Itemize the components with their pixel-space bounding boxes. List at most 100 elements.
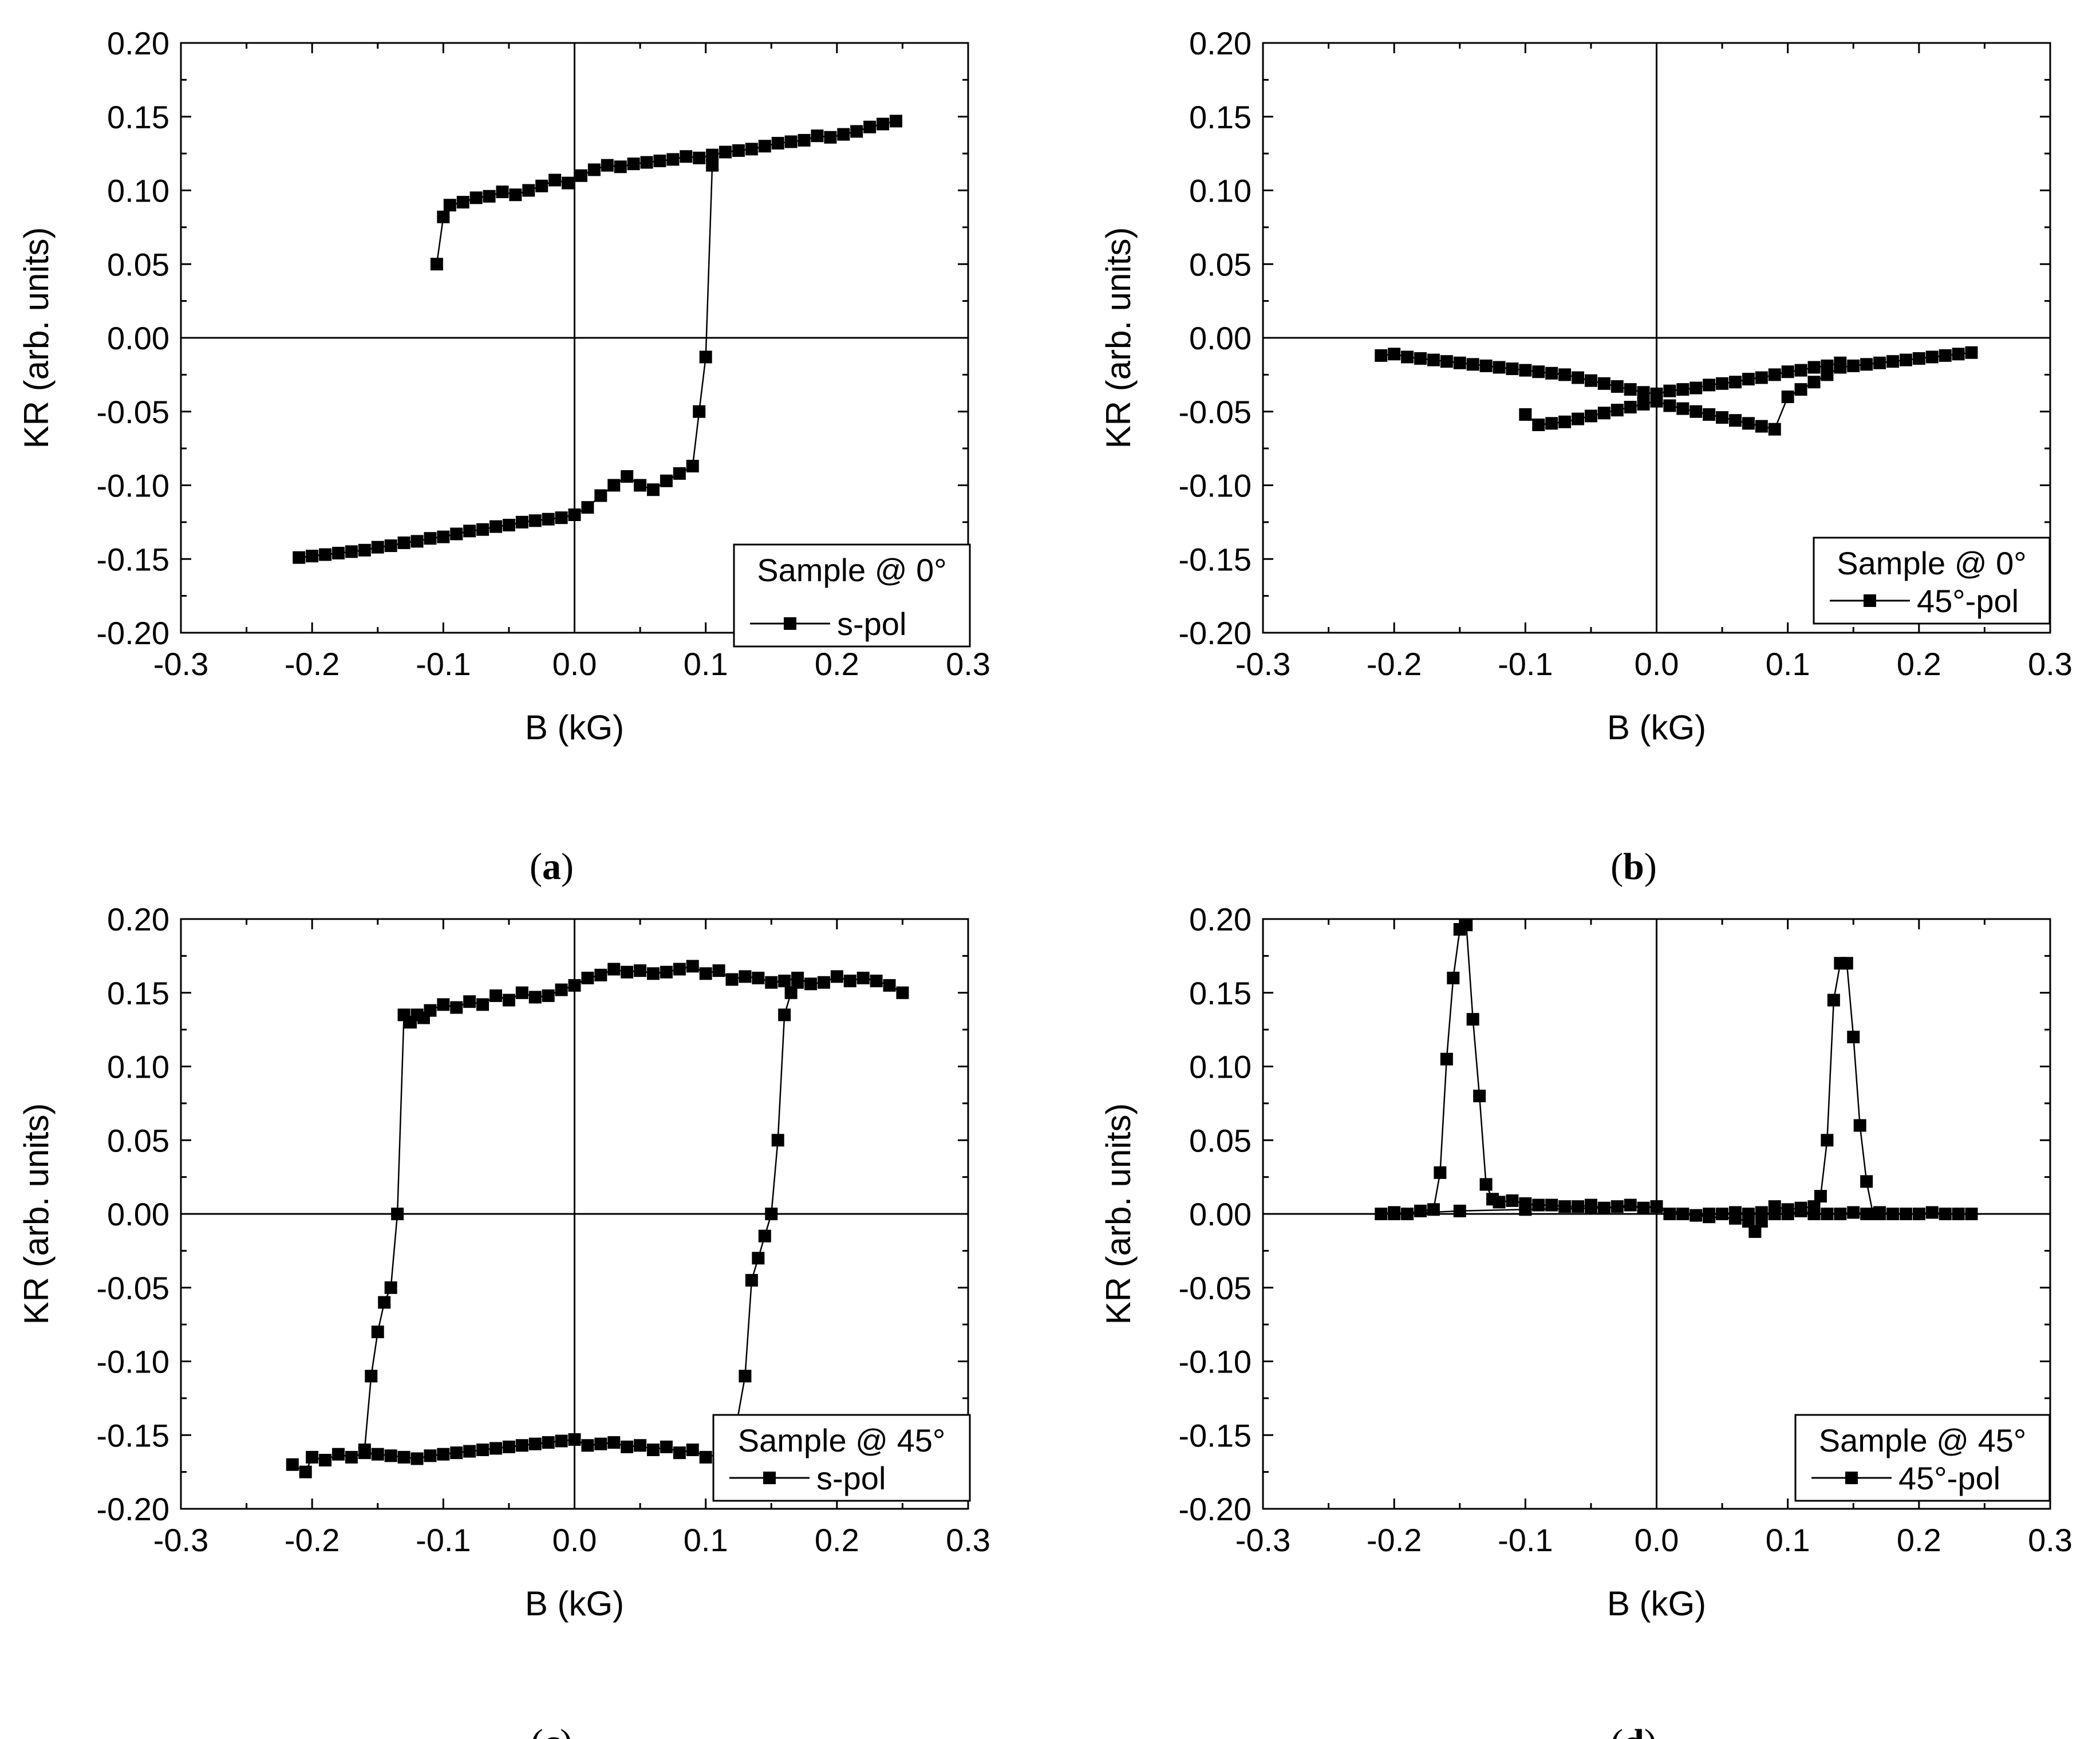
- data-point: [607, 1436, 621, 1449]
- data-point: [1821, 359, 1834, 372]
- data-point: [1703, 408, 1716, 421]
- data-point: [1886, 355, 1899, 368]
- data-point: [1860, 1175, 1873, 1188]
- data-point: [1427, 353, 1440, 366]
- data-point: [1506, 1194, 1519, 1207]
- data-point: [319, 548, 332, 561]
- y-tick-label: 0.00: [1189, 1196, 1252, 1232]
- legend-box: [733, 543, 971, 648]
- data-point: [693, 405, 706, 418]
- data-point: [1847, 1206, 1860, 1219]
- x-axis-label: B (kG): [525, 1584, 624, 1623]
- x-tick-label: -0.1: [1498, 646, 1553, 682]
- data-point: [634, 964, 647, 977]
- data-area: [1375, 919, 1978, 1238]
- data-point: [1610, 380, 1624, 393]
- data-point: [1939, 1208, 1952, 1220]
- data-point: [594, 1437, 607, 1450]
- data-point: [345, 1450, 358, 1464]
- data-point: [1532, 365, 1545, 378]
- legend-entry: 45°-pol: [1898, 1460, 2000, 1496]
- data-point: [306, 550, 319, 563]
- legend-marker: [1864, 594, 1876, 607]
- legend: Sample @ 0° s-pol: [733, 543, 971, 648]
- y-tick-label: 0.10: [107, 1049, 169, 1085]
- data-point: [1768, 423, 1781, 436]
- x-tick-label: 0.1: [1766, 646, 1810, 682]
- data-point: [542, 1436, 555, 1449]
- data-point: [1748, 1225, 1762, 1238]
- legend-marker: [784, 617, 796, 630]
- x-tick-label: 0.1: [684, 646, 728, 682]
- data-point: [1375, 349, 1388, 362]
- data-point: [739, 1370, 752, 1383]
- data-point: [1821, 1134, 1834, 1147]
- y-tick-label: -0.15: [96, 1417, 169, 1453]
- x-tick-label: 0.1: [684, 1522, 728, 1558]
- data-point: [528, 1437, 542, 1450]
- data-point: [1558, 1200, 1572, 1213]
- data-point: [784, 986, 798, 999]
- data-point: [528, 514, 542, 527]
- data-point: [1807, 361, 1821, 374]
- y-tick-label: -0.05: [1178, 394, 1252, 430]
- series-line: [364, 965, 903, 1450]
- data-point: [515, 515, 528, 529]
- data-point: [1532, 1198, 1545, 1212]
- data-point: [712, 964, 725, 977]
- panel-letter: d: [1623, 1722, 1644, 1739]
- data-point: [1821, 1208, 1834, 1220]
- panel-c: -0.3 -0.2 -0.1 0.0 0.1 0.2 0.3 -0.20 -0.15 -0.10 -…: [17, 901, 990, 1739]
- data-point: [1493, 361, 1506, 374]
- data-point: [830, 970, 843, 983]
- x-tick-label: -0.1: [416, 1522, 471, 1558]
- legend-marker: [1845, 1472, 1858, 1484]
- data-point: [1690, 381, 1703, 395]
- y-axis-label: KR (arb. units): [17, 1103, 56, 1325]
- y-tick-label: 0.05: [1189, 1122, 1252, 1158]
- data-point: [863, 120, 877, 133]
- data-point: [883, 979, 896, 992]
- data-point: [1558, 415, 1572, 428]
- data-point: [502, 519, 515, 532]
- data-point: [437, 210, 450, 223]
- data-point: [345, 545, 358, 558]
- data-point: [594, 489, 607, 502]
- series-line: [299, 165, 713, 558]
- data-point: [1434, 1166, 1447, 1179]
- data-point: [1493, 1196, 1506, 1209]
- data-point: [319, 1454, 332, 1467]
- data-point: [1519, 1203, 1532, 1216]
- series-line: [1381, 924, 1972, 1216]
- data-point: [1729, 414, 1742, 427]
- data-point: [732, 144, 745, 157]
- data-point: [686, 460, 699, 473]
- data-point: [410, 1452, 424, 1465]
- y-tick-label: 0.20: [107, 25, 169, 61]
- y-axis-label: KR (arb. units): [17, 227, 56, 449]
- data-point: [555, 1434, 568, 1448]
- data-point: [1460, 919, 1473, 932]
- data-point: [476, 523, 490, 536]
- x-tick-label: -0.3: [153, 1522, 209, 1558]
- data-point: [771, 1134, 784, 1147]
- data-point: [837, 128, 850, 141]
- y-tick-label: 0.05: [107, 246, 169, 282]
- x-tick-label: 0.0: [1635, 646, 1679, 682]
- x-tick-label: -0.2: [285, 646, 340, 682]
- y-axis-label: KR (arb. units): [1099, 227, 1138, 449]
- data-point: [568, 1433, 581, 1446]
- x-tick-label: -0.1: [1498, 1522, 1553, 1558]
- y-tick-label: 0.00: [107, 1196, 169, 1232]
- data-point: [1375, 1208, 1388, 1220]
- data-point: [1925, 1206, 1939, 1219]
- data-point: [286, 1458, 299, 1471]
- data-point: [1716, 377, 1729, 390]
- panel-d: -0.3 -0.2 -0.1 0.0 0.1 0.2 0.3 -0.20 -0.15 -0.10 -…: [1099, 901, 2073, 1739]
- data-point: [358, 543, 371, 557]
- data-point: [1742, 1214, 1755, 1228]
- y-tick-label: -0.05: [1178, 1270, 1252, 1306]
- data-point: [555, 983, 568, 996]
- data-point: [666, 153, 680, 166]
